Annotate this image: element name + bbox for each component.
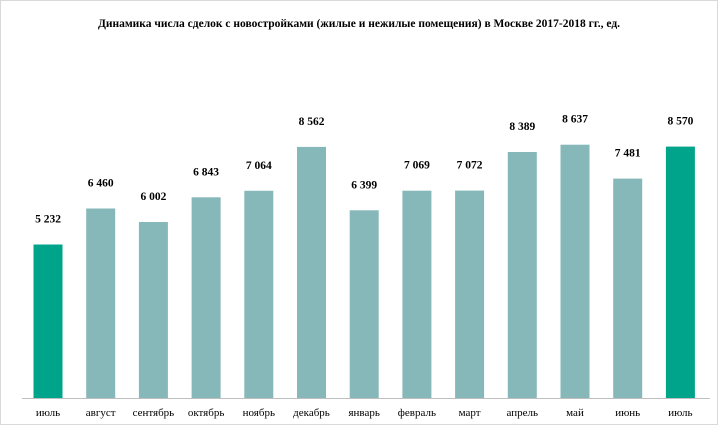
value-label-1: 5 232 — [35, 214, 61, 226]
bar-5 — [244, 190, 274, 398]
tick-label-9: март — [459, 407, 481, 419]
value-label-4: 6 843 — [193, 166, 219, 178]
tick-label-5: ноябрь — [243, 407, 275, 419]
bar-13 — [665, 146, 695, 398]
bar-12 — [613, 178, 643, 398]
tick-labels-group: июль август сентябрь октябрь ноябрь декабрь ян… — [36, 407, 693, 419]
tick-label-4: октябрь — [188, 407, 225, 419]
bars-group — [33, 144, 695, 398]
bar-10 — [507, 152, 537, 398]
tick-label-12: июнь — [615, 407, 640, 419]
value-labels-group: 5 232 6 460 6 002 6 843 7 064 8 562 6 399 7 069… — [35, 114, 694, 226]
tick-label-3: сентябрь — [133, 407, 175, 419]
value-label-12: 7 481 — [615, 148, 641, 160]
bar-4 — [191, 197, 221, 398]
bar-2 — [86, 208, 116, 398]
bar-9 — [455, 190, 485, 398]
tick-label-10: апрель — [507, 407, 539, 419]
value-label-5: 7 064 — [246, 160, 272, 172]
value-label-11: 8 637 — [562, 114, 588, 126]
value-label-3: 6 002 — [140, 191, 166, 203]
bar-11 — [560, 144, 590, 398]
tick-label-6: декабрь — [293, 407, 330, 419]
bar-1 — [33, 244, 63, 398]
value-label-2: 6 460 — [88, 178, 114, 190]
value-label-7: 6 399 — [351, 179, 377, 191]
bar-3 — [138, 222, 168, 398]
tick-label-11: май — [566, 407, 584, 419]
value-label-9: 7 072 — [457, 160, 483, 172]
tick-label-7: январь — [348, 407, 379, 419]
chart-title: Динамика числа сделок с новостройками (ж… — [97, 18, 621, 30]
bar-7 — [349, 210, 379, 398]
value-label-6: 8 562 — [299, 116, 325, 128]
tick-label-1: июль — [36, 407, 60, 419]
tick-label-2: август — [86, 407, 116, 419]
bar-8 — [402, 190, 432, 398]
tick-label-8: февраль — [398, 407, 436, 419]
value-label-13: 8 570 — [667, 116, 693, 128]
value-label-10: 8 389 — [509, 121, 535, 133]
tick-label-13: июль — [668, 407, 692, 419]
bar-6 — [297, 146, 326, 398]
value-label-8: 7 069 — [404, 160, 430, 172]
